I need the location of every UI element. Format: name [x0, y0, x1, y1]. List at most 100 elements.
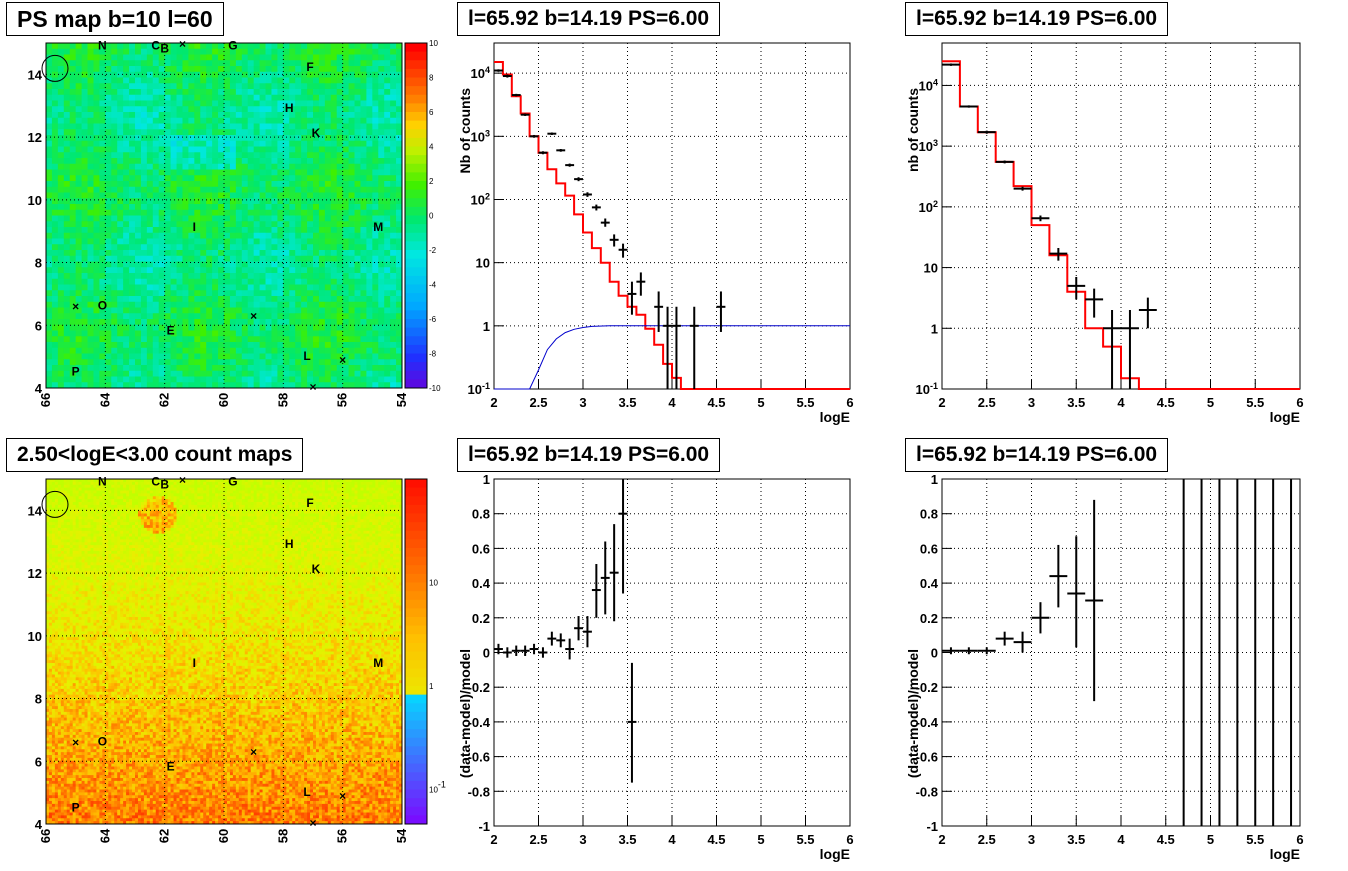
map-cell	[46, 752, 50, 756]
map-cell	[117, 238, 124, 245]
map-cell	[289, 336, 296, 343]
map-cell	[224, 319, 231, 326]
map-cell	[241, 244, 249, 251]
map-cell	[313, 152, 320, 159]
map-cell	[46, 370, 53, 377]
map-cell	[63, 694, 68, 698]
map-cell	[307, 60, 314, 67]
map-cell	[57, 573, 62, 578]
map-cell	[66, 588, 71, 592]
map-cell	[307, 313, 314, 320]
map-cell	[176, 307, 183, 314]
map-cell	[283, 284, 290, 291]
map-cell	[46, 250, 53, 257]
map-cell	[324, 342, 332, 349]
map-cell	[218, 198, 225, 205]
map-cell	[117, 112, 124, 119]
map-cell	[51, 502, 56, 506]
map-cell	[342, 232, 349, 239]
map-cell	[72, 680, 77, 684]
map-cell	[54, 622, 59, 627]
map-cell	[69, 481, 74, 486]
map-cell	[235, 250, 243, 257]
map-cell	[336, 353, 344, 360]
map-cell	[66, 755, 71, 759]
map-cell	[176, 140, 183, 147]
map-cell	[318, 319, 326, 326]
map-cell	[277, 186, 284, 193]
map-cell	[146, 106, 154, 113]
map-cell	[206, 169, 213, 176]
map-y-tick-label: 14	[28, 67, 43, 82]
map-cell	[170, 347, 177, 354]
map-cell	[87, 376, 94, 383]
map-cell	[93, 198, 100, 205]
map-cell	[324, 227, 332, 234]
map-cell	[390, 324, 397, 331]
map-cell	[176, 319, 183, 326]
map-cell	[313, 123, 320, 130]
map-cell	[146, 112, 154, 119]
map-cell	[253, 370, 260, 377]
map-cell	[99, 307, 106, 314]
map-cell	[200, 273, 207, 280]
map-cell	[354, 244, 361, 251]
map-cell	[146, 267, 154, 274]
map-cell	[164, 192, 171, 199]
map-cell	[46, 559, 50, 563]
map-cell	[324, 71, 332, 78]
map-cell	[63, 619, 68, 624]
map-cell	[63, 674, 68, 678]
map-cell	[307, 215, 314, 222]
map-cell	[194, 232, 201, 239]
map-cell	[378, 313, 385, 320]
map-cell	[48, 769, 53, 773]
map-cell	[105, 250, 112, 257]
map-cell	[253, 313, 260, 320]
map-cell	[54, 507, 59, 512]
map-cell	[229, 319, 237, 326]
map-cell	[51, 579, 56, 583]
map-cell	[66, 743, 71, 747]
map-cell	[188, 330, 195, 337]
map-cell	[170, 106, 177, 113]
map-cell	[330, 261, 338, 268]
map-cell	[72, 493, 77, 497]
map-cell	[63, 129, 71, 136]
map-cell	[60, 565, 65, 569]
map-cell	[384, 169, 391, 176]
map-cell	[57, 559, 62, 563]
map-cell	[301, 146, 308, 153]
map-cell	[140, 192, 148, 199]
map-cell	[360, 169, 367, 176]
map-cell	[241, 365, 249, 372]
map-cell	[129, 382, 136, 389]
map-cell	[384, 175, 391, 182]
map-cell	[188, 158, 195, 165]
map-cell	[72, 530, 77, 535]
map-cell	[218, 163, 225, 170]
map-cell	[66, 513, 71, 517]
map-cell	[360, 140, 367, 147]
map-cell	[366, 186, 373, 193]
map-cell	[241, 181, 249, 188]
map-cell	[396, 43, 403, 50]
map-cell	[69, 204, 77, 211]
map-cell	[235, 54, 243, 61]
map-cell	[342, 209, 349, 216]
map-cell	[117, 301, 124, 308]
map-cell	[342, 54, 349, 61]
map-cell	[253, 347, 260, 354]
map-cell	[57, 792, 62, 796]
map-cell	[318, 353, 326, 360]
map-cell	[313, 43, 320, 50]
map-cell	[229, 376, 237, 383]
map-cell	[378, 83, 385, 90]
map-cell	[218, 169, 225, 176]
map-cell	[283, 255, 290, 262]
map-cell	[117, 347, 124, 354]
map-cell	[93, 89, 100, 96]
map-cell	[75, 691, 80, 696]
map-cell	[111, 204, 118, 211]
map-cell	[396, 204, 403, 211]
